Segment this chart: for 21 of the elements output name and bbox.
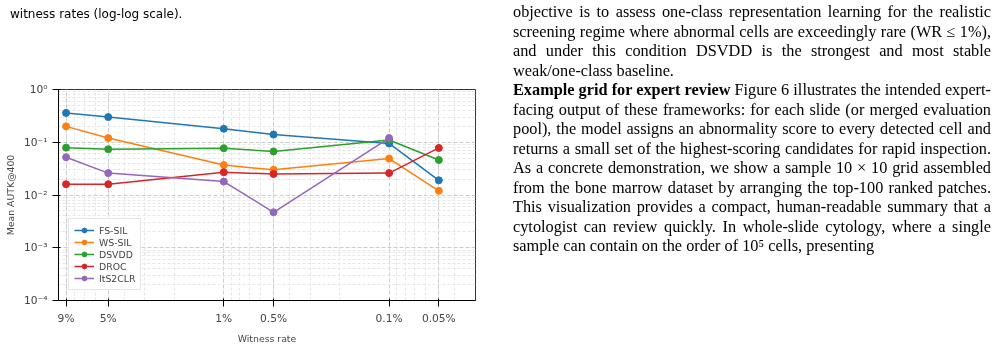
text: witness rates (log-log scale). [10,6,183,23]
y-tick-label: 10⁻¹ [24,135,48,149]
y-tick-label: 10⁻³ [24,241,48,255]
text: Example grid for expert review [513,80,731,99]
x-axis-title: Witness rate [237,332,297,344]
legend-label: FS-SIL [99,224,128,236]
x-tick-label: 9% [57,311,75,325]
y-tick-label: 10⁰ [29,83,48,96]
y-tick-label: 10⁻² [24,188,48,202]
legend-label: DROC [99,260,127,272]
x-tick-label: 0.05% [421,311,456,325]
y-tick-label: 10⁻⁴ [24,294,48,307]
legend-label: ItS2CLR [99,272,136,284]
x-tick-label: 5% [99,311,117,325]
legend-label: WS-SIL [99,236,132,248]
text: objective is to assess one-class representation learning for the realistic screening regime where abnormal cells are exceedingly rare (WR ≤ 1%), and under this condition DSVDD is the strongest and most stable weak/one-class baseline. [513,2,991,80]
x-tick-label: 0.5% [260,311,288,325]
y-axis-title: Mean AUTK@400 [5,154,17,236]
legend-label: DSVDD [99,248,133,260]
x-tick-label: 0.1% [375,311,403,325]
x-tick-label: 1% [215,311,233,325]
